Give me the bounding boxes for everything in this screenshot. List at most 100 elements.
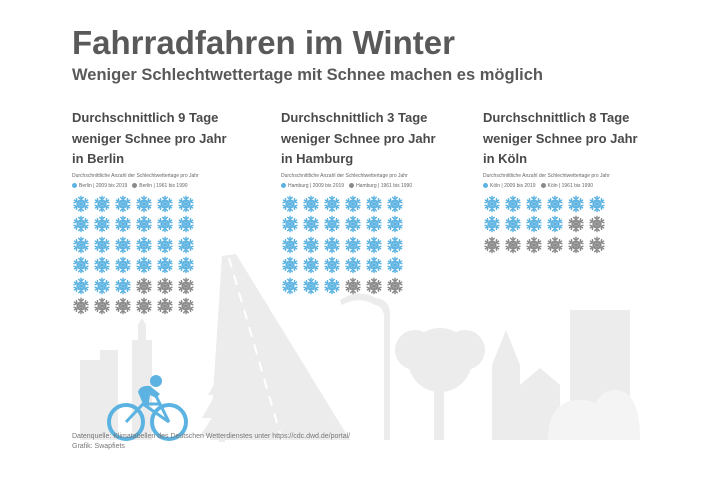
snowflake-icon — [157, 236, 173, 253]
day-recent — [72, 277, 93, 298]
day-recent — [365, 215, 386, 236]
snowflake-icon — [568, 215, 584, 233]
legend-swatch — [349, 183, 355, 188]
day-recent — [135, 236, 156, 257]
snowflake-icon — [387, 277, 403, 294]
day-old — [177, 297, 198, 318]
day-recent — [525, 195, 546, 216]
snowflake-icon — [115, 215, 131, 233]
city-heading-line: weniger Schnee pro Jahr — [72, 130, 227, 146]
legend: Köln | 2009 bis 2019 Köln | 1961 bis 1990 — [483, 183, 663, 189]
snowflake-icon — [526, 215, 542, 233]
snowflake-icon — [303, 256, 319, 274]
snowflake-icon — [178, 236, 194, 253]
snowflake-icon — [136, 215, 152, 233]
legend-label: Hamburg | 1961 bis 1990 — [356, 182, 413, 189]
day-recent — [567, 195, 588, 216]
snowflake-icon — [303, 277, 319, 294]
day-recent — [525, 215, 546, 236]
snowflake-icon — [282, 256, 298, 274]
day-recent — [72, 195, 93, 216]
day-recent — [302, 195, 323, 216]
day-old — [386, 277, 407, 298]
day-recent — [156, 236, 177, 257]
snowflake-icon — [178, 256, 194, 274]
city-heading: Durchschnittlich 8 Tage weniger Schnee pr… — [483, 108, 663, 170]
snowflake-icon — [178, 195, 194, 212]
cyclist-icon — [107, 395, 188, 441]
day-old — [588, 236, 609, 257]
day-recent — [177, 195, 198, 216]
day-recent — [72, 256, 93, 277]
legend-label: Berlin | 2009 bis 2019 — [79, 182, 128, 189]
chart-note: Durchschnittliche Anzahl der Schlechtwet… — [72, 172, 199, 179]
snowflake-icon — [94, 297, 110, 315]
snowflake-icon — [589, 195, 605, 212]
day-recent — [323, 256, 344, 277]
day-recent — [281, 256, 302, 277]
legend-label: Hamburg | 2009 bis 2019 — [288, 182, 345, 189]
day-recent — [323, 195, 344, 216]
day-recent — [302, 256, 323, 277]
day-recent — [135, 195, 156, 216]
snowflake-icon — [484, 236, 500, 253]
snowflake-grid — [72, 195, 252, 318]
day-recent — [281, 277, 302, 298]
day-old — [567, 236, 588, 257]
snowflake-icon — [505, 195, 521, 212]
page-title: Fahrradfahren im Winter — [72, 24, 455, 61]
snowflake-icon — [568, 195, 584, 212]
snowflake-icon — [547, 215, 563, 233]
day-old — [93, 297, 114, 318]
day-old — [135, 277, 156, 298]
day-recent — [135, 215, 156, 236]
snowflake-icon — [178, 215, 194, 233]
legend-entry: Köln | 2009 bis 2019 — [483, 183, 536, 189]
snowflake-icon — [136, 277, 152, 294]
snowflake-icon — [94, 236, 110, 253]
city-heading-line: weniger Schnee pro Jahr — [483, 130, 638, 146]
day-recent — [302, 236, 323, 257]
snowflake-icon — [282, 215, 298, 233]
snowflake-icon — [589, 236, 605, 253]
legend-label: Berlin | 1961 bis 1990 — [139, 182, 188, 189]
day-recent — [135, 256, 156, 277]
day-recent — [483, 215, 504, 236]
city-heading-line: Durchschnittlich 3 Tage — [281, 110, 428, 125]
day-recent — [504, 215, 525, 236]
day-recent — [114, 195, 135, 216]
snowflake-icon — [526, 195, 542, 212]
city-panel-berlin: Durchschnittlich 9 Tage weniger Schnee pr… — [72, 108, 252, 318]
snowflake-icon — [387, 215, 403, 233]
day-recent — [365, 195, 386, 216]
day-recent — [323, 215, 344, 236]
day-old — [546, 236, 567, 257]
city-panel-koeln: Durchschnittlich 8 Tage weniger Schnee pr… — [483, 108, 663, 256]
page-subtitle: Weniger Schlechtwettertage mit Schnee ma… — [72, 66, 543, 84]
day-recent — [386, 256, 407, 277]
snowflake-icon — [324, 256, 340, 274]
snowflake-icon — [568, 236, 584, 253]
city-heading-line: Durchschnittlich 9 Tage — [72, 110, 219, 125]
snowflake-icon — [303, 195, 319, 212]
day-recent — [546, 195, 567, 216]
day-recent — [281, 195, 302, 216]
snowflake-icon — [178, 277, 194, 294]
snowflake-icon — [94, 195, 110, 212]
day-recent — [114, 256, 135, 277]
chart-note: Durchschnittliche Anzahl der Schlechtwet… — [483, 172, 610, 179]
day-old — [72, 297, 93, 318]
snowflake-icon — [366, 256, 382, 274]
snowflake-icon — [94, 256, 110, 274]
day-recent — [114, 277, 135, 298]
city-heading-line: in Hamburg — [281, 151, 354, 166]
day-recent — [386, 215, 407, 236]
city-heading: Durchschnittlich 3 Tage weniger Schnee pr… — [281, 108, 461, 170]
day-recent — [323, 277, 344, 298]
legend-label: Köln | 2009 bis 2019 — [490, 182, 536, 189]
snowflake-icon — [94, 215, 110, 233]
snowflake-icon — [115, 256, 131, 274]
church — [492, 330, 520, 440]
snowflake-icon — [136, 236, 152, 253]
snowflake-icon — [115, 297, 131, 315]
